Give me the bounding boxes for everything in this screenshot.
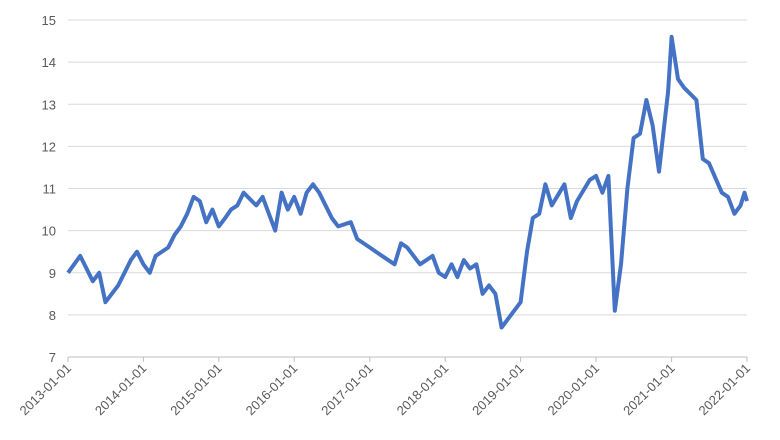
y-tick-label: 15	[42, 13, 56, 28]
x-tick-label: 2017-01-01	[318, 361, 376, 419]
x-tick-label: 2016-01-01	[243, 361, 301, 419]
x-tick-label: 2021-01-01	[620, 361, 678, 419]
y-tick-label: 11	[43, 182, 57, 197]
y-tick-label: 8	[49, 308, 56, 323]
x-tick-label: 2018-01-01	[394, 361, 452, 419]
y-tick-label: 12	[42, 139, 56, 154]
data-line	[66, 34, 749, 330]
x-tick-label: 2019-01-01	[469, 361, 527, 419]
x-tick-label: 2014-01-01	[92, 361, 150, 419]
x-tick-label: 2013-01-01	[16, 361, 74, 419]
x-tick-label: 2022-01-01	[695, 361, 753, 419]
y-tick-label: 7	[49, 350, 56, 365]
y-tick-label: 9	[49, 266, 56, 281]
y-tick-label: 13	[42, 97, 56, 112]
y-tick-label: 14	[42, 55, 56, 70]
y-tick-label: 10	[42, 224, 56, 239]
x-tick-label: 2020-01-01	[544, 361, 602, 419]
x-tick-label: 2015-01-01	[167, 361, 225, 419]
